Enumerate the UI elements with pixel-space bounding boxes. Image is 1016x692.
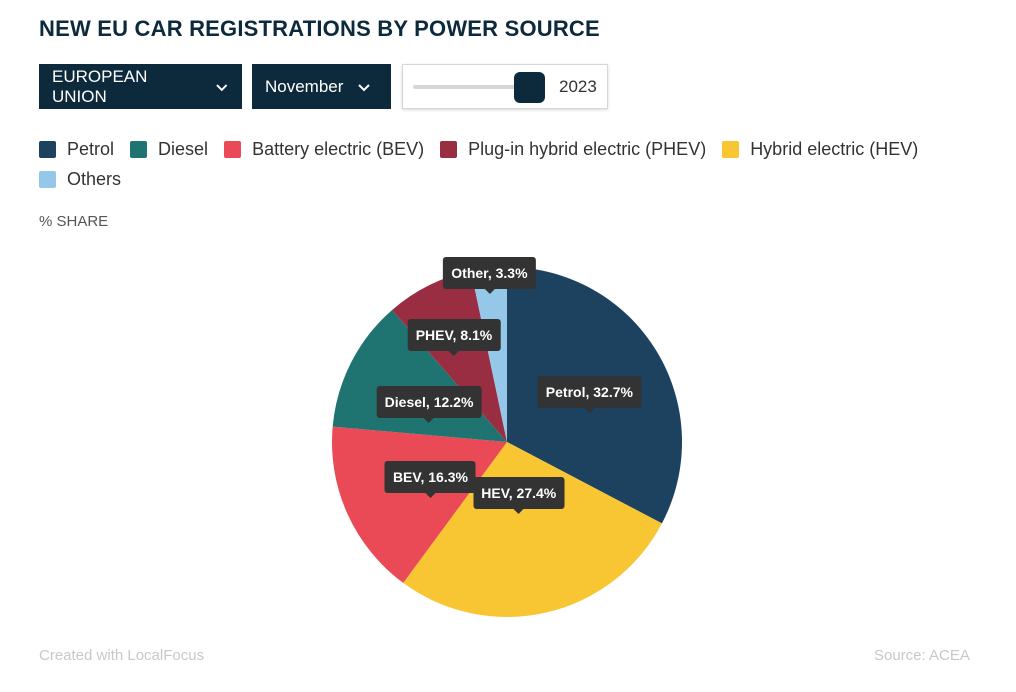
chart-title: NEW EU CAR REGISTRATIONS BY POWER SOURCE [39, 16, 600, 41]
footer-source: Source: ACEA [874, 647, 970, 664]
legend-swatch [39, 170, 56, 188]
legend-label: Plug-in hybrid electric (PHEV) [468, 138, 707, 159]
region-dropdown-label: EUROPEAN UNION [52, 66, 148, 106]
legend-swatch [224, 140, 242, 158]
legend-label: Hybrid electric (HEV) [750, 138, 919, 159]
slice-data-label: Petrol, 32.7% [537, 376, 641, 414]
legend-label: Others [67, 168, 122, 189]
legend-swatch [722, 140, 740, 158]
footer-credit: Created with LocalFocus [39, 647, 205, 664]
legend-label: Diesel [158, 138, 209, 159]
slice-data-label: PHEV, 8.1% [407, 319, 501, 357]
legend-item[interactable]: Petrol [39, 138, 114, 160]
legend-swatch [440, 140, 458, 158]
legend-item[interactable]: Others [39, 168, 121, 190]
chart-legend: Petrol Diesel Battery electric (BEV) Plug-i… [39, 138, 969, 190]
region-dropdown[interactable]: EUROPEAN UNION [39, 64, 242, 109]
legend-item[interactable]: Diesel [130, 138, 208, 160]
share-label: % SHARE [39, 213, 109, 230]
slice-data-label: HEV, 27.4% [473, 477, 565, 515]
legend-swatch [39, 140, 56, 158]
legend-swatch [130, 140, 148, 158]
legend-label: Battery electric (BEV) [252, 138, 425, 159]
legend-label: Petrol [67, 138, 115, 159]
slice-data-label: Other, 3.3% [443, 257, 536, 295]
legend-item[interactable]: Battery electric (BEV) [224, 138, 424, 160]
slice-data-label: Diesel, 12.2% [376, 386, 482, 424]
month-dropdown-label: November [265, 76, 344, 96]
chevron-down-icon [216, 83, 228, 91]
year-slider-value: 2023 [559, 77, 597, 96]
legend-item[interactable]: Hybrid electric (HEV) [722, 138, 918, 160]
month-dropdown[interactable]: November [252, 64, 391, 109]
year-slider-handle[interactable] [514, 72, 546, 103]
chevron-down-icon [358, 83, 371, 91]
pie-slice-other[interactable] [470, 267, 507, 442]
pie-slice-hev[interactable] [403, 442, 662, 617]
year-slider-track[interactable] [413, 85, 528, 89]
slice-data-label: BEV, 16.3% [384, 460, 476, 498]
year-slider: 2023 [402, 64, 608, 109]
legend-item[interactable]: Plug-in hybrid electric (PHEV) [440, 138, 706, 160]
